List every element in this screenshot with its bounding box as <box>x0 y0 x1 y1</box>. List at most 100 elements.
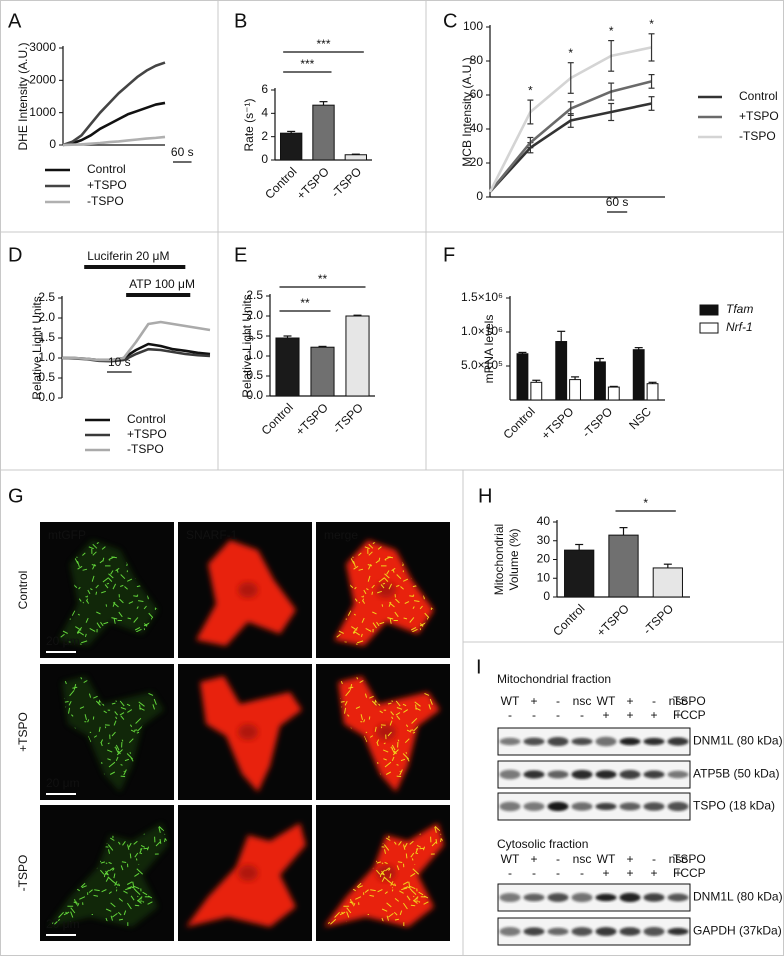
lane-label: + <box>626 866 633 880</box>
legend-label: Nrf-1 <box>726 320 753 334</box>
lane-label: WT <box>597 694 616 708</box>
band <box>643 802 665 811</box>
error-bar <box>619 527 628 536</box>
x-tick-label: Control <box>500 404 537 441</box>
error-bar <box>595 357 604 362</box>
significance: * <box>528 83 533 97</box>
x-tick-label: -TSPO <box>330 400 366 436</box>
bar <box>632 349 645 401</box>
legend-label: Tfam <box>726 302 753 316</box>
error-bar <box>527 136 534 149</box>
error-bar <box>567 101 574 117</box>
band-label: DNM1L (80 kDa) <box>693 890 783 904</box>
error-bar <box>557 330 566 342</box>
x-tick-label: -TSPO <box>328 164 364 200</box>
lane-label: + <box>674 866 681 880</box>
band <box>619 802 641 811</box>
error-bar <box>608 39 615 72</box>
band <box>643 893 665 902</box>
error-bar <box>648 381 657 384</box>
legend-label: +TSPO <box>739 109 779 123</box>
scale-bar-label: 20 μm <box>46 776 80 790</box>
micrograph: SNARF-1 <box>178 522 312 658</box>
band <box>547 893 569 902</box>
error-bar <box>353 314 362 316</box>
y-tick-label: 5.0×10⁵ <box>461 358 503 372</box>
nucleus <box>376 582 396 598</box>
band <box>595 927 617 936</box>
x-tick-label: +TSPO <box>539 404 577 442</box>
bar <box>607 386 620 401</box>
legend-label: Control <box>127 412 166 426</box>
legend-label: +TSPO <box>127 427 167 441</box>
lane-label: - <box>556 694 560 708</box>
y-tick-label: 0.0 <box>38 390 55 404</box>
y-tick-label: 2.0 <box>246 308 263 322</box>
panel-letter: H <box>478 485 492 507</box>
cell-body <box>62 676 164 792</box>
micrograph: merge <box>316 522 450 658</box>
y-axis-label: Relative Light Units <box>240 294 254 397</box>
band <box>667 737 689 746</box>
y-tick-label: 1.0 <box>38 350 55 364</box>
lane-label: - <box>652 694 656 708</box>
lane-label: - <box>532 866 536 880</box>
band <box>667 770 689 779</box>
lane-row-label: FCCP <box>673 866 706 880</box>
band <box>499 927 521 936</box>
band <box>523 927 545 936</box>
error-bar <box>518 351 527 354</box>
cell-body <box>58 540 158 646</box>
row-label: Control <box>16 571 30 610</box>
band <box>499 801 521 812</box>
lane-label: + <box>674 708 681 722</box>
bar <box>275 337 300 397</box>
significance: * <box>568 46 573 60</box>
line <box>62 101 166 147</box>
bar <box>652 567 683 598</box>
band <box>523 802 545 811</box>
error-bar <box>527 99 534 125</box>
band <box>595 893 617 902</box>
panel-letter: D <box>8 244 22 266</box>
band <box>571 927 593 936</box>
bar <box>345 315 370 397</box>
error-bar <box>532 379 541 383</box>
y-tick-label: 20 <box>470 155 484 169</box>
error-bar <box>287 130 296 134</box>
band <box>619 770 641 779</box>
x-tick-label: -TSPO <box>579 404 615 440</box>
band-label: ATP5B (50 kDa) <box>693 767 779 781</box>
y-axis-label: Rate (s⁻¹) <box>242 98 256 151</box>
significance: *** <box>316 37 330 51</box>
scale-bar-label: 60 s <box>171 145 194 159</box>
lane-label: - <box>556 708 560 722</box>
y-tick-label: 0.5 <box>246 368 263 382</box>
error-bar <box>608 102 615 122</box>
band <box>571 737 593 746</box>
error-bar <box>648 73 655 89</box>
lane-label: nsc <box>573 852 592 866</box>
lane-label: + <box>602 866 609 880</box>
nucleus <box>376 865 396 881</box>
y-tick-label: 80 <box>470 53 484 67</box>
bar <box>312 104 335 161</box>
band <box>547 801 569 812</box>
lane-label: nsc <box>669 852 688 866</box>
x-tick-label: -TSPO <box>640 601 676 637</box>
bar <box>594 361 606 401</box>
band-label: DNM1L (80 kDa) <box>693 734 783 748</box>
legend-label: +TSPO <box>87 178 127 192</box>
y-tick-label: 0.5 <box>38 370 55 384</box>
y-tick-label: 2.5 <box>246 288 263 302</box>
lane-label: - <box>652 852 656 866</box>
x-tick-label: +TSPO <box>594 601 632 639</box>
lane-label: + <box>650 866 657 880</box>
bar <box>344 154 368 161</box>
bar <box>569 379 581 401</box>
micrograph <box>178 805 312 941</box>
x-tick-label: NSC <box>626 404 654 432</box>
bar <box>310 346 335 397</box>
legend-swatch <box>699 304 719 316</box>
panel-letter: A <box>8 10 22 32</box>
